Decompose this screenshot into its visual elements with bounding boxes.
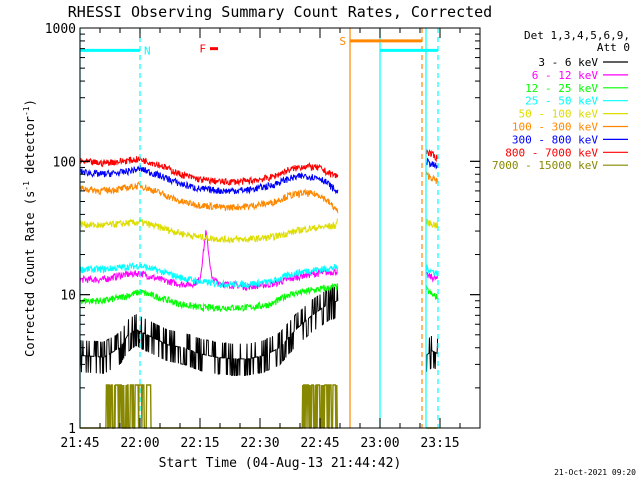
y-tick-label-10: 10 xyxy=(60,289,76,304)
legend-label-6-12-kev: 6 - 12 keV xyxy=(532,69,599,82)
y-tick-label-1000: 1000 xyxy=(45,22,76,37)
legend-label-100-300-kev: 100 - 300 keV xyxy=(512,121,598,134)
y-tick-label-1: 1 xyxy=(68,422,76,437)
footer-date: 21-Oct-2021 09:20 xyxy=(554,468,636,477)
legend-label-800-7000-kev: 800 - 7000 keV xyxy=(505,146,598,159)
series-line-300-800-kev xyxy=(79,157,439,195)
x-tick-label-22-00: 22:00 xyxy=(120,436,159,451)
x-tick-label-21-45: 21:45 xyxy=(60,436,99,451)
series-line-100-300-kev xyxy=(79,171,439,214)
series-line-3-6-kev xyxy=(79,285,439,376)
legend-label-12-25-kev: 12 - 25 keV xyxy=(525,82,598,95)
x-tick-label-23-15: 23:15 xyxy=(420,436,459,451)
y-axis-label-end: ) xyxy=(23,99,37,106)
series-layer xyxy=(79,148,439,429)
series-line-25-50-kev xyxy=(79,262,439,290)
legend-label-50-100-kev: 50 - 100 keV xyxy=(519,108,599,121)
legend-label-3-6-kev: 3 - 6 keV xyxy=(538,56,598,69)
x-tick-label-22-30: 22:30 xyxy=(240,436,279,451)
series-line-50-100-kev xyxy=(79,217,439,244)
chart-title: RHESSI Observing Summary Count Rates, Co… xyxy=(68,3,492,21)
night-label: N xyxy=(144,44,151,57)
flare-label: F xyxy=(199,43,206,56)
y-axis-label-main: Corrected Count Rate (s xyxy=(23,191,37,357)
x-tick-label-22-15: 22:15 xyxy=(180,436,219,451)
y-axis-label-mid: detector xyxy=(23,116,37,181)
y-tick-label-100: 100 xyxy=(53,155,76,170)
y-axis-label: Corrected Count Rate (s-1 detector-1) xyxy=(22,99,37,357)
x-tick-label-23-00: 23:00 xyxy=(360,436,399,451)
x-axis-label: Start Time (04-Aug-13 21:44:42) xyxy=(159,456,402,471)
legend-label-25-50-kev: 25 - 50 keV xyxy=(525,95,598,108)
x-tick-label-22-45: 22:45 xyxy=(300,436,339,451)
series-line-6-12-kev xyxy=(79,230,439,292)
series-line-12-25-kev xyxy=(79,282,439,313)
legend-header-attenuator: Att 0 xyxy=(597,41,630,54)
series-line-800-7000-kev xyxy=(79,148,439,187)
saa-label: S xyxy=(339,35,346,48)
legend-label-7000-15000-kev: 7000 - 15000 keV xyxy=(492,159,598,172)
legend-label-300-800-kev: 300 - 800 keV xyxy=(512,133,598,146)
legend-header-detectors: Det 1,3,4,5,6,9, xyxy=(524,29,630,42)
y-axis-label-sup1: -1 xyxy=(22,181,31,191)
axes-layer: 21:45 22:00 22:15 22:30 22:45 23:00 23:15 1 10 10… xyxy=(45,22,481,451)
y-axis-label-sup2: -1 xyxy=(22,106,31,116)
